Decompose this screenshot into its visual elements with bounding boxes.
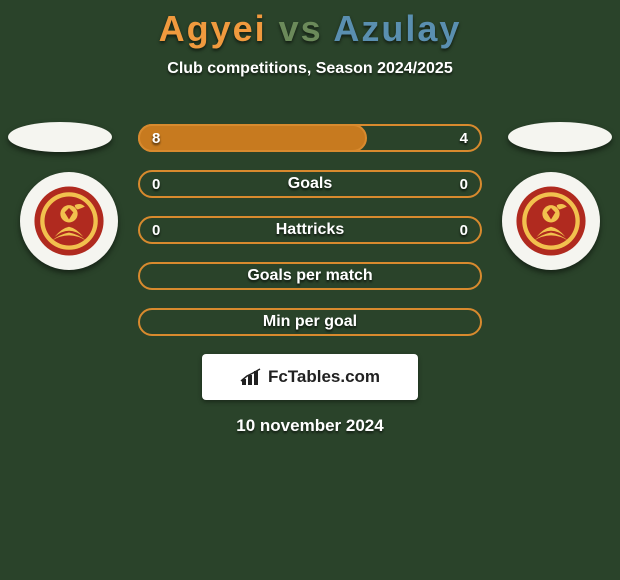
stat-label: Goals per match: [247, 267, 372, 285]
stat-label: Hattricks: [276, 221, 344, 239]
stat-left-value: 0: [152, 176, 160, 193]
stat-row-goals: 0 Goals 0: [138, 170, 482, 198]
title-player1: Agyei: [159, 8, 267, 49]
stat-row-min-per-goal: Min per goal: [138, 308, 482, 336]
stat-bar-fill: [138, 124, 367, 152]
player1-oval: [8, 122, 112, 152]
title-player2: Azulay: [333, 8, 461, 49]
stat-left-value: 8: [152, 130, 160, 147]
stat-row-goals-per-match: Goals per match: [138, 262, 482, 290]
stat-left-value: 0: [152, 222, 160, 239]
page-title: Agyei vs Azulay: [0, 0, 620, 50]
stat-label: Goals: [288, 175, 332, 193]
bar-chart-icon: [240, 367, 264, 387]
club-crest-icon: [515, 185, 587, 257]
date-line: 10 november 2024: [138, 416, 482, 436]
club-crest-icon: [33, 185, 105, 257]
stat-right-value: 0: [460, 176, 468, 193]
brand-text: FcTables.com: [268, 367, 380, 387]
stat-row-matches: 8 Matches 4: [138, 124, 482, 152]
stat-row-hattricks: 0 Hattricks 0: [138, 216, 482, 244]
stat-label: Min per goal: [263, 313, 357, 331]
player2-club-badge: [502, 172, 600, 270]
player1-club-badge: [20, 172, 118, 270]
player2-oval: [508, 122, 612, 152]
brand-box: FcTables.com: [202, 354, 418, 400]
stat-right-value: 0: [460, 222, 468, 239]
stat-right-value: 4: [460, 130, 468, 147]
title-vs: vs: [279, 8, 323, 49]
stat-rows: 8 Matches 4 0 Goals 0 0 Hattricks 0 Goal…: [138, 124, 482, 436]
subtitle: Club competitions, Season 2024/2025: [0, 60, 620, 78]
